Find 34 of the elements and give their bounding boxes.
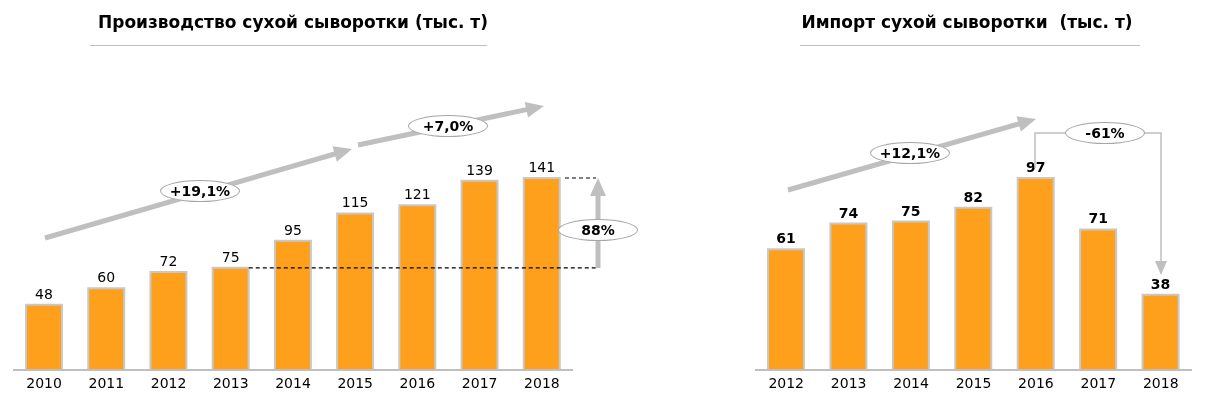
data-label: 141 (528, 159, 556, 175)
x-tick-label: 2012 (150, 374, 187, 391)
data-label: 97 (1025, 159, 1046, 175)
x-tick-label: 2012 (768, 374, 805, 391)
x-tick-label: 2011 (88, 374, 125, 391)
data-label: 60 (97, 269, 116, 286)
x-tick-label: 2013 (830, 374, 867, 391)
x-tick-label: 2016 (399, 374, 436, 391)
x-tick-label: 2014 (275, 374, 311, 391)
data-label: 74 (838, 204, 859, 221)
data-label: 95 (283, 221, 302, 238)
chart-title: Импорт сухой сыворотки (тыс. т) (800, 12, 1134, 32)
data-label: 48 (35, 285, 53, 302)
x-tick-label: 2017 (1080, 374, 1117, 391)
x-tick-label: 2018 (524, 374, 560, 391)
data-label: 72 (159, 252, 178, 269)
data-label: 71 (1088, 210, 1108, 227)
x-tick-label: 2016 (1018, 374, 1054, 391)
data-label: 75 (901, 202, 921, 219)
data-label: 115 (341, 194, 369, 211)
x-tick-label: 2015 (955, 374, 992, 391)
data-label: 61 (776, 230, 796, 247)
x-tick-label: 2017 (461, 374, 498, 391)
x-tick-label: 2013 (212, 374, 249, 391)
data-label: 139 (466, 161, 493, 178)
data-label: 75 (221, 248, 240, 265)
data-label: 121 (403, 186, 431, 203)
chart-title: Производство сухой сыворотки (тыс. т) (97, 12, 489, 32)
data-label: 38 (1150, 275, 1171, 292)
data-label: 82 (963, 188, 984, 205)
x-tick-label: 2018 (1142, 374, 1179, 391)
x-tick-label: 2014 (893, 374, 929, 391)
x-tick-label: 2010 (26, 374, 62, 391)
x-tick-label: 2015 (337, 374, 374, 391)
